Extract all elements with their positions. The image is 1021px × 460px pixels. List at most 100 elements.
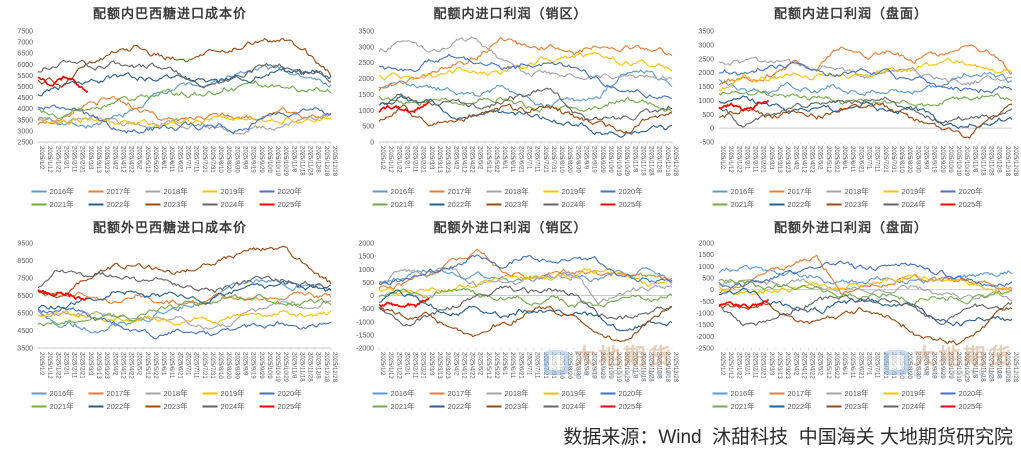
x-axis-tick-label: 2025/8/10	[217, 146, 223, 173]
legend-label-2021年: 2021年	[390, 401, 415, 411]
legend-label-2024年: 2024年	[902, 199, 927, 209]
x-axis-tick-label: 2025/12/18	[323, 146, 329, 177]
x-axis-tick-label: 2025/7/1	[185, 146, 191, 170]
x-axis-tick-label: 2025/1/2	[38, 352, 44, 376]
legend-label-2016年: 2016年	[50, 388, 75, 398]
x-axis-tick-label: 2025/6/1	[841, 352, 847, 376]
y-axis-tick-label: -500	[359, 306, 373, 313]
x-axis-tick-label: 2025/2/21	[760, 146, 766, 173]
x-axis-tick-label: 2025/9/29	[598, 146, 604, 173]
chart-panel-outquota-profit-board: 配额外进口利润（盘面） -2500 -2000 -1500 -1000 -500 0 500…	[681, 214, 1021, 416]
series-line-2018年	[719, 278, 1013, 302]
series-line-2018年	[378, 36, 672, 81]
x-axis-tick-label: 2025/3/13	[95, 146, 101, 173]
x-axis-tick-label: 2025/8/10	[558, 146, 564, 173]
y-axis-tick-label: 2500	[17, 140, 33, 147]
x-axis-tick-label: 2025/7/21	[882, 352, 888, 379]
x-axis-tick-label: 2025/11/28	[647, 146, 653, 176]
legend-label-2020年: 2020年	[618, 388, 643, 398]
y-axis-tick-label: -1500	[356, 332, 374, 339]
x-axis-tick-label: 2025/3/23	[784, 146, 790, 173]
series-line-2022年	[37, 68, 332, 97]
legend-label-2022年: 2022年	[788, 199, 813, 209]
x-axis-tick-label: 2025/5/2	[136, 352, 142, 376]
x-axis-tick-label: 2025/3/23	[444, 352, 450, 379]
x-axis-tick-label: 2025/7/1	[525, 146, 531, 170]
x-axis-tick-label: 2025/7/1	[185, 352, 191, 376]
chart-panel-inquota-profit-board: 配额内进口利润（盘面） -500 0 500 1000 1500 2000 2500 3000…	[681, 0, 1021, 214]
x-axis-tick-label: 2025/8/20	[566, 352, 572, 379]
x-axis-tick-label: 2025/2/11	[71, 352, 77, 379]
x-axis-tick-label: 2025/10/9	[947, 352, 953, 379]
x-axis-tick-label: 2025/9/29	[939, 352, 945, 379]
x-axis-tick-label: 2025/10/29	[623, 146, 629, 177]
x-axis-tick-label: 2025/9/19	[590, 146, 596, 173]
chart-canvas-inquota-profit-board: -500 0 500 1000 1500 2000 2500 3000 3500 2025/1/2…	[698, 29, 1018, 210]
x-axis-tick-label: 2025/6/1	[501, 146, 507, 170]
x-axis-tick-label: 2025/1/22	[54, 352, 60, 379]
x-axis-tick-label: 2025/5/22	[833, 146, 839, 173]
series-line-2020年	[37, 306, 332, 340]
x-axis-tick-label: 2025/2/21	[419, 146, 425, 173]
series-line-2024年	[378, 87, 672, 121]
chart-canvas-outquota-profit-board: -2500 -2000 -1500 -1000 -500 0 500 1000 1500 2000…	[696, 241, 1018, 412]
legend-label-2019年: 2019年	[902, 186, 927, 196]
x-axis-tick-label: 2025/4/22	[809, 146, 815, 173]
legend-label-2025年: 2025年	[959, 199, 984, 209]
y-axis-tick-label: 6500	[17, 51, 33, 58]
x-axis-tick-label: 2025/5/12	[484, 146, 490, 173]
x-axis-tick-label: 2025/7/21	[541, 146, 547, 173]
y-axis-tick-label: 2000	[358, 76, 374, 83]
legend-label-2018年: 2018年	[845, 186, 870, 196]
x-axis-tick-label: 2025/7/31	[209, 352, 215, 379]
x-axis-tick-label: 2025/11/8	[290, 146, 296, 173]
x-axis-tick-label: 2025/1/12	[387, 352, 393, 379]
legend-label-2022年: 2022年	[447, 401, 472, 411]
legend-label-2023年: 2023年	[845, 199, 870, 209]
legend-label-2018年: 2018年	[504, 388, 529, 398]
x-axis-tick-label: 2025/9/19	[590, 352, 596, 379]
x-axis-tick-label: 2025/1/12	[387, 146, 393, 173]
series-line-2019年	[378, 268, 672, 295]
x-axis-tick-label: 2025/4/22	[128, 352, 134, 379]
y-axis-tick-label: 1000	[358, 267, 374, 274]
x-axis-tick-label: 2025/9/19	[931, 146, 937, 173]
x-axis-tick-label: 2025/10/19	[955, 352, 961, 383]
series-line-2020年	[37, 104, 332, 135]
x-axis-tick-label: 2025/3/23	[103, 146, 109, 173]
chart-panel-outquota-cost: 配额外巴西糖进口成本价 3500 4500 5500 6500 7500 8500 9500…	[0, 214, 340, 416]
x-axis-tick-label: 2025/2/21	[419, 352, 425, 379]
x-axis-tick-label: 2025/6/21	[857, 352, 863, 379]
y-axis-tick-label: -1000	[696, 311, 714, 318]
x-axis-tick-label: 2025/4/12	[119, 352, 125, 379]
y-axis-tick-label: 7500	[17, 29, 33, 36]
x-axis-tick-label: 2025/4/12	[800, 146, 806, 173]
x-axis-tick-label: 2025/12/28	[331, 146, 337, 177]
y-axis-tick-label: 7500	[17, 276, 33, 283]
y-axis-tick-label: 9500	[17, 241, 33, 248]
series-line-2018年	[378, 267, 672, 305]
x-axis-tick-label: 2025/6/11	[509, 352, 515, 379]
y-axis-tick-label: 1000	[698, 98, 714, 105]
x-axis-tick-label: 2025/5/22	[152, 352, 158, 379]
x-axis-tick-label: 2025/7/11	[874, 146, 880, 173]
y-axis-tick-label: 6000	[17, 62, 33, 69]
x-axis-tick-label: 2025/7/31	[549, 352, 555, 379]
x-axis-tick-label: 2025/12/8	[996, 352, 1002, 379]
x-axis-tick-label: 2025/3/13	[776, 146, 782, 173]
series-line-2016年	[37, 279, 332, 334]
x-axis-tick-label: 2025/11/8	[631, 352, 637, 379]
legend-label-2018年: 2018年	[164, 388, 189, 398]
x-axis-tick-label: 2025/4/22	[128, 146, 134, 173]
x-axis-tick-label: 2025/8/30	[914, 352, 920, 379]
x-axis-tick-label: 2025/3/23	[103, 352, 109, 379]
x-axis-tick-label: 2025/5/22	[833, 352, 839, 379]
x-axis-tick-label: 2025/7/21	[882, 146, 888, 173]
x-axis-tick-label: 2025/1/22	[735, 352, 741, 379]
x-axis-tick-label: 2025/3/3	[768, 146, 774, 170]
x-axis-tick-label: 2025/1/12	[727, 146, 733, 173]
x-axis-tick-label: 2025/6/11	[168, 146, 174, 173]
